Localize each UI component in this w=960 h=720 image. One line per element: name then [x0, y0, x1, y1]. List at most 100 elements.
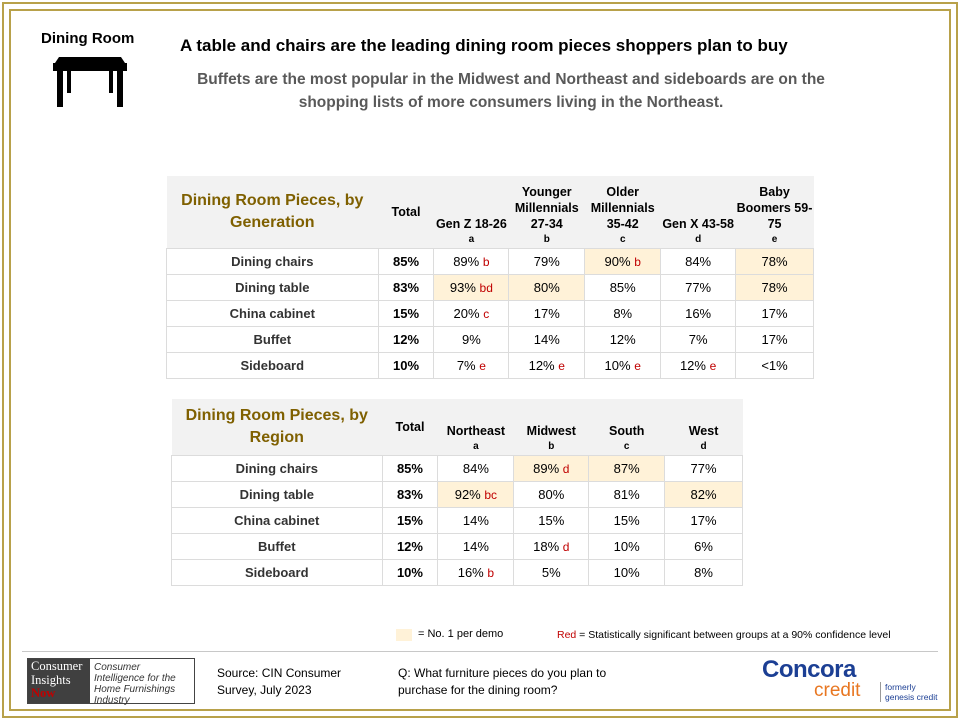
significance-legend: Red = Statistically significant between … [557, 629, 891, 641]
region-table: Dining Room Pieces, by Region Total Nort… [171, 399, 743, 586]
cell-value: 82% [690, 486, 717, 502]
cell-value: 84% [685, 253, 712, 269]
cell-value: 81% [613, 486, 640, 502]
row-label: China cabinet [166, 299, 379, 327]
col-header: Gen X 43-58 d [660, 176, 736, 248]
col-header: Northeast a [437, 399, 514, 455]
cell-value: 12% [528, 357, 555, 373]
value-cell: 92% bc [437, 480, 515, 508]
concora-wordmark: Concora [762, 656, 856, 683]
col-header: Older Millennials 35-42 c [584, 176, 661, 248]
table-row: Dining table 83% 92% bc 80% 81% 82% [171, 480, 743, 508]
value-cell: 5% [513, 558, 590, 586]
total-header: Total [378, 176, 434, 248]
value-cell: 7% e [433, 351, 510, 379]
value-cell: 84% [660, 247, 737, 275]
concora-logo: Concora credit formerly genesis credit [762, 656, 942, 706]
value-cell: 9% [433, 325, 510, 353]
cell-value: 80% [538, 486, 565, 502]
total-cell: 12% [377, 325, 435, 353]
value-cell: 18% d [513, 532, 590, 560]
significance-marker: b [634, 254, 641, 269]
section-label: Dining Room [41, 30, 135, 47]
cell-value: 17% [533, 305, 560, 321]
value-cell: 84% [437, 454, 515, 482]
cell-value: 10% [613, 564, 640, 580]
formerly-line: genesis credit [885, 692, 938, 702]
total-cell: 85% [377, 247, 435, 275]
value-cell: 90% b [584, 247, 662, 275]
significance-marker: e [558, 358, 565, 373]
row-label: Dining table [166, 273, 379, 301]
total-cell: 83% [381, 480, 439, 508]
significance-marker: b [482, 254, 490, 269]
table-row: Buffet 12% 14% 18% d 10% 6% [171, 532, 743, 560]
value-cell: 10% [588, 558, 666, 586]
total-cell: 12% [381, 532, 439, 560]
cin-logo-line: Consumer [31, 659, 83, 673]
value-cell: 81% [588, 480, 666, 508]
total-cell: 10% [377, 351, 435, 379]
table-row: China cabinet 15% 20% c 17% 8% 16% 17% [166, 299, 814, 327]
cin-logo-mark: Consumer Insights Now [28, 659, 90, 703]
cell-value: 85% [609, 279, 636, 295]
value-cell: 87% [588, 454, 666, 482]
generation-table: Dining Room Pieces, by Generation Total … [166, 176, 814, 379]
value-cell: 14% [437, 506, 515, 534]
cell-value: 89% [453, 253, 480, 269]
value-cell: 17% [508, 299, 586, 327]
cell-value: 8% [694, 564, 713, 580]
value-cell: 80% [513, 480, 590, 508]
generation-table-body: Dining chairs 85% 89% b 79% 90% b 84% 78% Dinin… [166, 247, 814, 379]
cin-tagline: Consumer Intelligence for the Home Furni… [94, 662, 176, 706]
value-cell: 78% [735, 247, 814, 275]
cell-value: 79% [533, 253, 560, 269]
total-cell: 85% [381, 454, 439, 482]
significance-marker: bc [484, 487, 498, 502]
significance-marker: e [479, 358, 486, 373]
cell-value: 7% [688, 331, 708, 347]
inner-border [9, 9, 951, 711]
significance-marker: e [634, 358, 641, 373]
value-cell: 17% [735, 325, 814, 353]
significance-marker: bd [479, 280, 493, 295]
value-cell: 10% e [584, 351, 662, 379]
cell-value: 90% [604, 253, 631, 269]
col-header: West d [664, 399, 743, 455]
value-cell: 77% [664, 454, 743, 482]
value-cell: 78% [735, 273, 814, 301]
region-table-title: Dining Room Pieces, by Region [171, 399, 383, 455]
row-label: Sideboard [166, 351, 379, 379]
subhead: Buffets are the most popular in the Midw… [197, 71, 825, 111]
value-cell: 17% [735, 299, 814, 327]
cin-logo: Consumer Insights Now Consumer Intellige… [27, 658, 195, 706]
significance-marker: d [562, 461, 570, 476]
highlight-legend-text: = No. 1 per demo [418, 628, 504, 640]
value-cell: 8% [664, 558, 743, 586]
value-cell: 14% [437, 532, 515, 560]
value-cell: 82% [664, 480, 743, 508]
value-cell: 20% c [433, 299, 510, 327]
total-cell: 15% [381, 506, 439, 534]
total-header: Total [382, 399, 438, 455]
cin-logo-line: Insights [31, 672, 71, 687]
dining-table-icon [53, 57, 127, 107]
row-label: Dining chairs [166, 247, 379, 275]
col-header: Baby Boomers 59-75 e [735, 176, 814, 248]
cell-value: 16% [457, 564, 484, 580]
value-cell: 17% [664, 506, 743, 534]
cin-logo-line: Now [31, 686, 56, 700]
table-row: Dining chairs 85% 84% 89% d 87% 77% [171, 454, 743, 482]
value-cell: 12% e [508, 351, 586, 379]
value-cell: 10% [588, 532, 666, 560]
value-cell: 12% e [660, 351, 737, 379]
cell-value: 16% [685, 305, 712, 321]
region-table-body: Dining chairs 85% 84% 89% d 87% 77% Dining tab… [171, 454, 743, 586]
cell-value: 78% [761, 279, 788, 295]
table-row: Dining table 83% 93% bd 80% 85% 77% 78% [166, 273, 814, 301]
cell-value: 12% [679, 357, 706, 373]
table-row: Buffet 12% 9% 14% 12% 7% 17% [166, 325, 814, 353]
significance-marker: b [487, 565, 495, 580]
value-cell: 77% [660, 273, 737, 301]
